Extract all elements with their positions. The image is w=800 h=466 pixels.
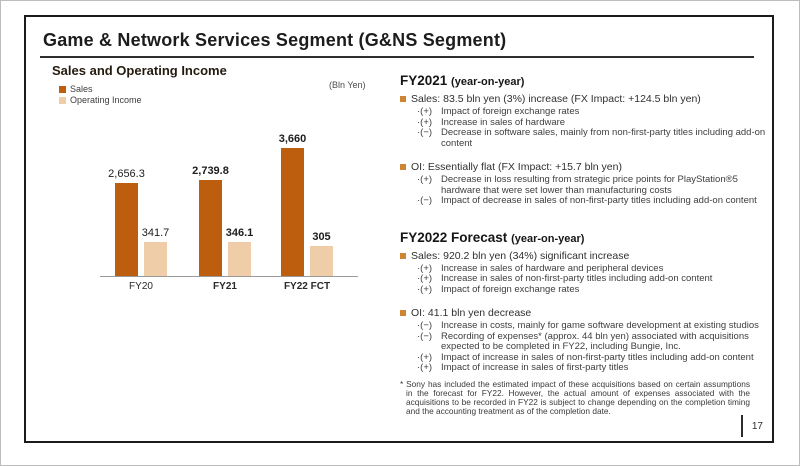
bullet-square-icon xyxy=(400,164,406,170)
sub-bullet-item: ·(−) Impact of decrease in sales of non-f… xyxy=(400,195,774,207)
bullet-text: OI: 41.1 bln yen decrease xyxy=(411,307,532,319)
sub-bullet-sign: ·(+) xyxy=(417,273,433,284)
sales-value-label: 2,656.3 xyxy=(108,168,145,180)
sub-bullet-sign: ·(−) xyxy=(417,320,433,331)
sub-bullet-text: Increase in sales of non-first-party tit… xyxy=(441,273,713,284)
section-heading-sub: (year-on-year) xyxy=(451,76,525,88)
section-fy2022-forecast: FY2022 Forecast (year-on-year) Sales: 920… xyxy=(400,229,774,374)
sub-bullet-text: Impact of decrease in sales of non-first… xyxy=(441,195,757,206)
section-heading-main: FY2021 xyxy=(400,73,452,88)
sub-bullet-text: Decrease in loss resulting from strategi… xyxy=(441,174,738,196)
sub-bullet-text: Impact of foreign exchange rates xyxy=(441,106,580,117)
bullet-item: OI: Essentially flat (FX Impact: +15.7 b… xyxy=(400,161,774,173)
operating-income-bar: 341.7 xyxy=(142,227,169,276)
legend-item: Operating Income xyxy=(59,95,142,105)
sub-bullet-sign: ·(+) xyxy=(417,174,433,185)
sales-bar: 3,660 xyxy=(279,133,306,276)
x-axis-label: FY20 xyxy=(129,281,153,292)
sub-bullet-sign: ·(+) xyxy=(417,351,433,363)
bullet-group: OI: Essentially flat (FX Impact: +15.7 b… xyxy=(400,161,774,207)
operating-income-bar: 346.1 xyxy=(226,227,253,276)
sub-bullet-item: ·(+) Increase in sales of hardware xyxy=(400,116,774,129)
sub-bullet-sign: ·(+) xyxy=(417,262,433,274)
slide-title: Game & Network Services Segment (G&NS Se… xyxy=(43,30,507,50)
section-heading: FY2021 (year-on-year) xyxy=(400,72,774,90)
sub-bullet-sign: ·(−) xyxy=(417,330,433,342)
operating-income-value-label: 346.1 xyxy=(225,227,254,239)
sub-bullet-item: ·(+) Increase in sales of hardware and pe… xyxy=(400,262,774,275)
sub-bullet-text: Increase in sales of hardware and periph… xyxy=(441,262,664,274)
sub-bullet-item: ·(+) Impact of foreign exchange rates xyxy=(400,283,774,296)
sub-bullet-sign: ·(+) xyxy=(417,116,433,128)
sub-bullet-text: Impact of increase in sales of first-par… xyxy=(441,362,629,373)
sub-bullet-item: ·(+) Decrease in loss resulting from stra… xyxy=(400,174,774,196)
bar-group-fy20: 2,656.3 341.7 xyxy=(108,168,169,276)
bullet-square-icon xyxy=(400,96,406,102)
bullet-group: Sales: 920.2 bln yen (34%) significant i… xyxy=(400,250,774,296)
sub-bullet-sign: ·(−) xyxy=(417,195,433,206)
sub-bullet-text: Increase in costs, mainly for game softw… xyxy=(441,320,759,331)
x-axis-label: FY21 xyxy=(213,281,237,292)
bullet-square-icon xyxy=(400,252,406,259)
bullet-text: Sales: 920.2 bln yen (34%) significant i… xyxy=(411,249,630,262)
section-heading-sub: (year-on-year) xyxy=(511,232,585,245)
bar-group-fy21: 2,739.8 346.1 xyxy=(192,165,253,276)
bar-group-fy22-fct: 3,660 305 xyxy=(279,133,333,276)
operating-income-value-label: 341.7 xyxy=(141,227,170,239)
sub-bullet-text: Increase in sales of hardware xyxy=(441,116,566,128)
x-axis-line xyxy=(100,276,358,277)
legend-label: Sales xyxy=(70,84,93,94)
sales-bar: 2,656.3 xyxy=(108,168,145,276)
commentary-sections: FY2021 (year-on-year) Sales: 83.5 bln yen… xyxy=(400,72,774,374)
sub-bullet-item: ·(+) Impact of increase in sales of first… xyxy=(400,362,774,374)
commentary-column: FY2021 (year-on-year) Sales: 83.5 bln yen… xyxy=(400,72,774,417)
sales-bar: 2,739.8 xyxy=(192,165,229,276)
sub-bullet-item: ·(+) Impact of increase in sales of non-f… xyxy=(400,351,774,364)
page-number-text: 17 xyxy=(751,420,763,432)
sub-bullet-sign: ·(+) xyxy=(417,283,433,295)
slide-frame: Game & Network Services Segment (G&NS Se… xyxy=(24,15,774,443)
bullet-group: Sales: 83.5 bln yen (3%) increase (FX Im… xyxy=(400,93,774,149)
operating-income-value-label: 305 xyxy=(312,231,331,243)
bar-chart: 2,656.3 341.7 FY20 2,739.8 346.1 FY21 3,660 305… xyxy=(86,113,378,292)
sub-bullet-item: ·(−) Increase in costs, mainly for game s… xyxy=(400,320,774,332)
chart-unit-label: (Bln Yen) xyxy=(329,80,366,90)
sales-value-label: 3,660 xyxy=(278,133,307,145)
sub-bullet-item: ·(−) Recording of expenses* (approx. 44 b… xyxy=(400,330,774,353)
x-axis-label: FY22 FCT xyxy=(283,281,331,292)
legend-label: Operating Income xyxy=(70,95,142,105)
bullet-text: OI: Essentially flat (FX Impact: +15.7 b… xyxy=(411,161,622,173)
title-underline xyxy=(40,56,754,58)
sub-bullet-item: ·(+) Increase in sales of non-first-party… xyxy=(400,273,774,285)
chart-title: Sales and Operating Income xyxy=(52,63,227,78)
sub-bullet-item: ·(−) Decrease in software sales, mainly f… xyxy=(400,127,774,149)
sub-bullet-sign: ·(+) xyxy=(417,362,433,373)
sales-value-label: 2,739.8 xyxy=(192,165,229,177)
legend-item: Sales xyxy=(59,84,142,94)
sub-bullet-item: ·(+) Impact of foreign exchange rates xyxy=(400,106,774,118)
sub-bullet-sign: ·(−) xyxy=(417,127,433,138)
operating-income-bar: 305 xyxy=(310,231,333,276)
sub-bullet-text: Recording of expenses* (approx. 44 bln y… xyxy=(441,330,749,352)
section-heading-main: FY2022 Forecast xyxy=(400,229,512,245)
bullet-text: Sales: 83.5 bln yen (3%) increase (FX Im… xyxy=(411,93,701,105)
legend-swatch xyxy=(59,85,66,93)
sub-bullet-text: Impact of foreign exchange rates xyxy=(441,283,580,295)
bullet-item: Sales: 920.2 bln yen (34%) significant i… xyxy=(400,250,774,262)
chart-legend: Sales Operating Income xyxy=(59,84,142,105)
section-heading: FY2022 Forecast (year-on-year) xyxy=(400,229,774,247)
section-fy2021: FY2021 (year-on-year) Sales: 83.5 bln yen… xyxy=(400,72,774,207)
footnote: * Sony has included the estimated impact… xyxy=(400,378,750,417)
sub-bullet-text: Decrease in software sales, mainly from … xyxy=(441,127,766,149)
page-number: 17 xyxy=(740,415,763,437)
sub-bullet-sign: ·(+) xyxy=(417,106,433,117)
bullet-square-icon xyxy=(400,310,406,316)
sub-bullet-text: Impact of increase in sales of non-first… xyxy=(441,351,754,363)
bullet-group: OI: 41.1 bln yen decrease ·(−) Increase in… xyxy=(400,307,774,374)
legend-swatch xyxy=(59,96,66,104)
bullet-item: OI: 41.1 bln yen decrease xyxy=(400,307,774,319)
bullet-item: Sales: 83.5 bln yen (3%) increase (FX Im… xyxy=(400,93,774,105)
